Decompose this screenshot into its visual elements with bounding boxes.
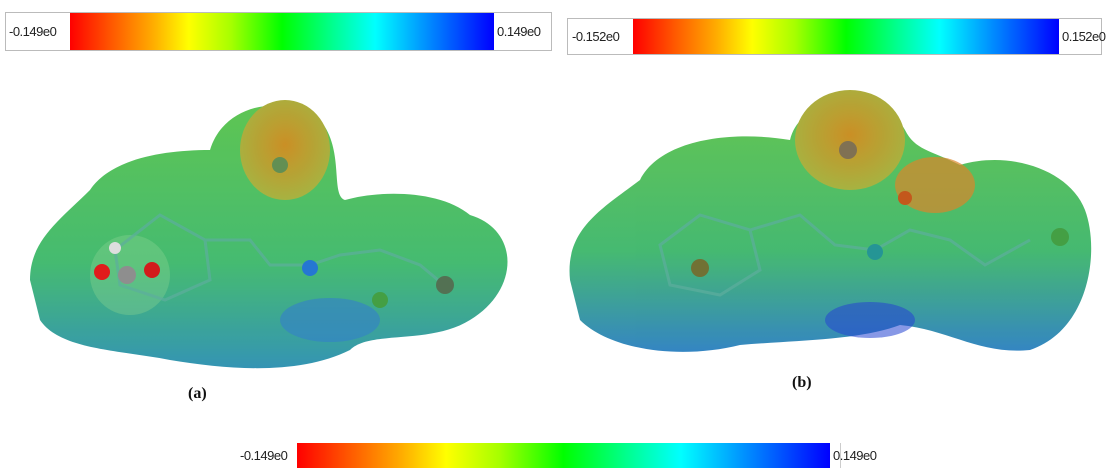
colorbar-max: 0.149e0 (497, 13, 541, 50)
colorbar: -0.149e0 0.149e0 (240, 443, 841, 468)
panel-label: (a) (188, 385, 207, 403)
colorbar-min: -0.149e0 (240, 443, 287, 468)
figure: -0.149e0 0.149e0 -0.152e0 0.152e0 -0.149… (0, 0, 1108, 468)
mep-surface-b (570, 90, 1092, 352)
colorbar-min: -0.149e0 (9, 13, 56, 50)
colorbar: -0.149e0 0.149e0 (5, 12, 552, 51)
color-gradient (633, 19, 1059, 54)
color-gradient (297, 443, 830, 468)
mep-surface-a (30, 100, 508, 368)
color-gradient (70, 13, 494, 50)
molecule-surfaces (0, 0, 1108, 468)
colorbar-max: 0.152e0 (1062, 19, 1106, 54)
panel-label: (b) (792, 374, 812, 392)
colorbar: -0.152e0 0.152e0 (567, 18, 1102, 55)
colorbar-min: -0.152e0 (572, 19, 619, 54)
colorbar-max: 0.149e0 (833, 443, 877, 468)
